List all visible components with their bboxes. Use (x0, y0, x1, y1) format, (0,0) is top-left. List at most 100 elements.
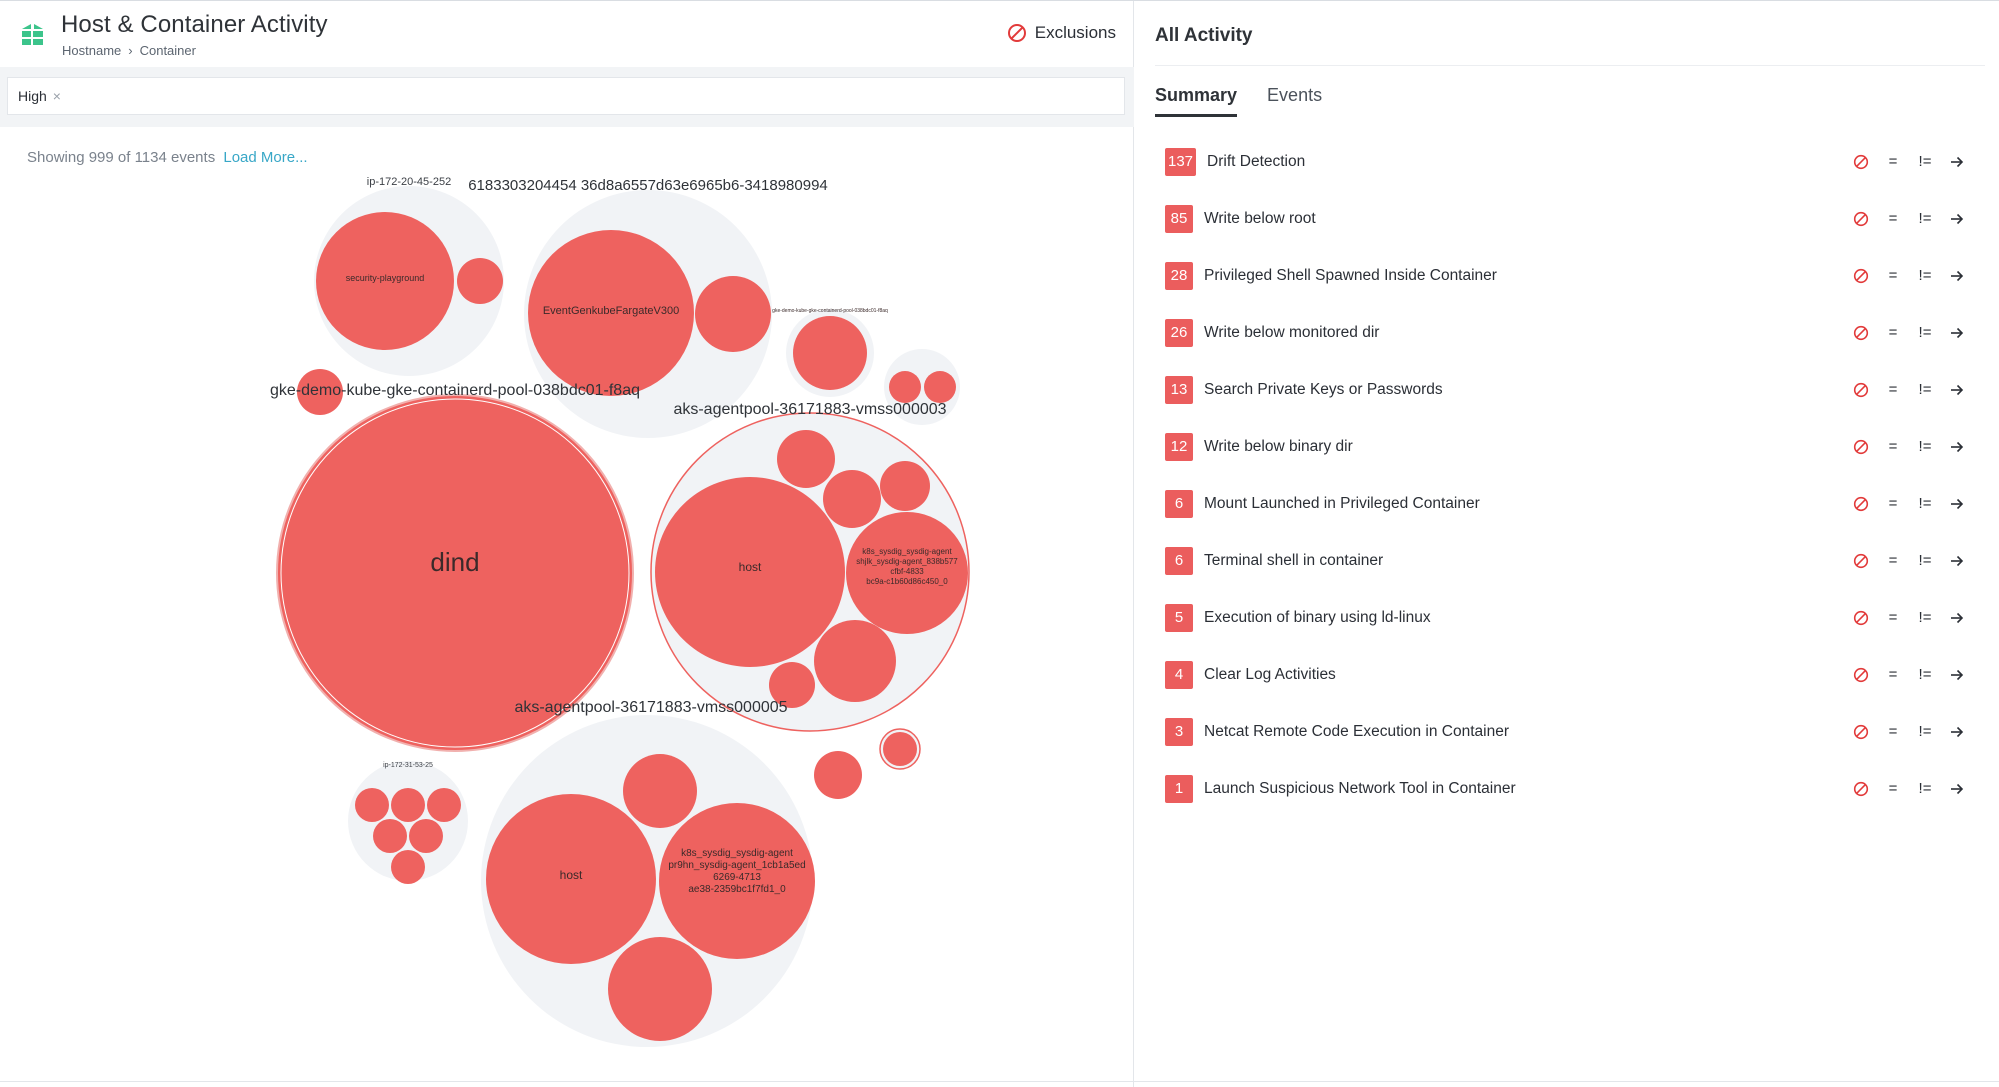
open-arrow-button[interactable] (1941, 668, 1973, 682)
filter-not-equals-button[interactable]: != (1918, 267, 1932, 284)
filter-equals-button[interactable]: = (1888, 552, 1898, 569)
bubble-small[interactable] (769, 662, 815, 708)
activity-row[interactable]: 13 Search Private Keys or Passwords = != (1165, 361, 1973, 418)
open-arrow-button[interactable] (1941, 155, 1973, 169)
filter-not-equals-button[interactable]: != (1918, 438, 1932, 455)
load-more-link[interactable]: Load More... (223, 149, 308, 166)
tab-events[interactable]: Events (1267, 85, 1323, 105)
exclude-button[interactable] (1845, 211, 1877, 227)
bubble-dind[interactable] (280, 398, 630, 748)
open-arrow-button[interactable] (1941, 440, 1973, 454)
exclude-button[interactable] (1845, 154, 1877, 170)
filter-equals-button[interactable]: = (1888, 267, 1898, 284)
bubble-label-gke-demo-small: gke-demo-kube-gke-containerd-pool-038bdc… (772, 308, 888, 314)
bubble-group-small-pair[interactable] (884, 349, 960, 425)
bubble-small[interactable] (623, 754, 697, 828)
breadcrumb-container[interactable]: Container (139, 43, 196, 58)
exclusions-button[interactable]: Exclusions (1007, 23, 1116, 43)
bubble-event-genkube[interactable] (528, 230, 694, 396)
exclude-button[interactable] (1845, 439, 1877, 455)
open-arrow-button[interactable] (1941, 326, 1973, 340)
filter-not-equals-button[interactable]: != (1918, 153, 1932, 170)
exclude-button[interactable] (1845, 382, 1877, 398)
exclude-button[interactable] (1845, 610, 1877, 626)
open-arrow-button[interactable] (1941, 782, 1973, 796)
bubble-small[interactable] (814, 751, 862, 799)
tab-summary[interactable]: Summary (1155, 85, 1238, 117)
bubble-small[interactable] (777, 430, 835, 488)
bubble-small[interactable] (883, 732, 917, 766)
bubble-small[interactable] (793, 316, 867, 390)
activity-row[interactable]: 5 Execution of binary using ld-linux = != (1165, 589, 1973, 646)
bubble-host-b[interactable] (486, 794, 656, 964)
filter-not-equals-button[interactable]: != (1918, 552, 1932, 569)
activity-row[interactable]: 6 Mount Launched in Privileged Container =… (1165, 475, 1973, 532)
exclude-button[interactable] (1845, 553, 1877, 569)
exclude-button[interactable] (1845, 325, 1877, 341)
filter-equals-button[interactable]: = (1888, 153, 1898, 170)
activity-row[interactable]: 85 Write below root = != (1165, 190, 1973, 247)
bubble-small[interactable] (297, 369, 343, 415)
bubble-small[interactable] (889, 371, 921, 403)
filter-not-equals-button[interactable]: != (1918, 495, 1932, 512)
bubble-small[interactable] (814, 620, 896, 702)
bubble-sysdig-agent-b[interactable] (659, 803, 815, 959)
exclude-button[interactable] (1845, 781, 1877, 797)
activity-row[interactable]: 4 Clear Log Activities = != (1165, 646, 1973, 703)
bubble-small[interactable] (373, 819, 407, 853)
bubble-small[interactable] (823, 470, 881, 528)
filter-not-equals-button[interactable]: != (1918, 381, 1932, 398)
row-actions: = != (1845, 361, 1973, 418)
filter-not-equals-button[interactable]: != (1918, 666, 1932, 683)
bubble-small[interactable] (457, 258, 503, 304)
filter-equals-button[interactable]: = (1888, 723, 1898, 740)
open-arrow-button[interactable] (1941, 212, 1973, 226)
activity-row[interactable]: 1 Launch Suspicious Network Tool in Conta… (1165, 760, 1973, 817)
bubble-small[interactable] (409, 819, 443, 853)
bubble-sysdig-agent-a[interactable] (846, 512, 968, 634)
bubble-small[interactable] (695, 276, 771, 352)
filter-equals-button[interactable]: = (1888, 324, 1898, 341)
bubble-host-a[interactable] (655, 477, 845, 667)
activity-row[interactable]: 3 Netcat Remote Code Execution in Contain… (1165, 703, 1973, 760)
filter-not-equals-button[interactable]: != (1918, 780, 1932, 797)
open-arrow-button[interactable] (1941, 383, 1973, 397)
bubble-small[interactable] (924, 371, 956, 403)
open-arrow-button[interactable] (1941, 611, 1973, 625)
bubble-security-playground[interactable] (316, 212, 454, 350)
filter-not-equals-button[interactable]: != (1918, 210, 1932, 227)
exclude-button[interactable] (1845, 724, 1877, 740)
bubble-small[interactable] (355, 788, 389, 822)
filter-input[interactable]: High × (7, 77, 1125, 115)
close-icon[interactable]: × (52, 88, 61, 104)
open-arrow-button[interactable] (1941, 497, 1973, 511)
bubble-small[interactable] (391, 850, 425, 884)
bubble-small[interactable] (391, 788, 425, 822)
bubble-small[interactable] (427, 788, 461, 822)
filter-not-equals-button[interactable]: != (1918, 723, 1932, 740)
filter-equals-button[interactable]: = (1888, 609, 1898, 626)
activity-row[interactable]: 12 Write below binary dir = != (1165, 418, 1973, 475)
filter-equals-button[interactable]: = (1888, 381, 1898, 398)
activity-row[interactable]: 137 Drift Detection = != (1165, 133, 1973, 190)
bubble-small[interactable] (608, 937, 712, 1041)
open-arrow-button[interactable] (1941, 725, 1973, 739)
bubble-small[interactable] (880, 461, 930, 511)
row-actions: = != (1845, 247, 1973, 304)
filter-not-equals-button[interactable]: != (1918, 324, 1932, 341)
filter-not-equals-button[interactable]: != (1918, 609, 1932, 626)
activity-row[interactable]: 6 Terminal shell in container = != (1165, 532, 1973, 589)
exclude-button[interactable] (1845, 268, 1877, 284)
open-arrow-button[interactable] (1941, 554, 1973, 568)
filter-equals-button[interactable]: = (1888, 780, 1898, 797)
activity-row[interactable]: 26 Write below monitored dir = != (1165, 304, 1973, 361)
activity-row[interactable]: 28 Privileged Shell Spawned Inside Contai… (1165, 247, 1973, 304)
filter-equals-button[interactable]: = (1888, 438, 1898, 455)
filter-equals-button[interactable]: = (1888, 495, 1898, 512)
exclude-button[interactable] (1845, 667, 1877, 683)
breadcrumb-hostname[interactable]: Hostname (62, 43, 122, 58)
exclude-button[interactable] (1845, 496, 1877, 512)
open-arrow-button[interactable] (1941, 269, 1973, 283)
filter-equals-button[interactable]: = (1888, 666, 1898, 683)
filter-equals-button[interactable]: = (1888, 210, 1898, 227)
